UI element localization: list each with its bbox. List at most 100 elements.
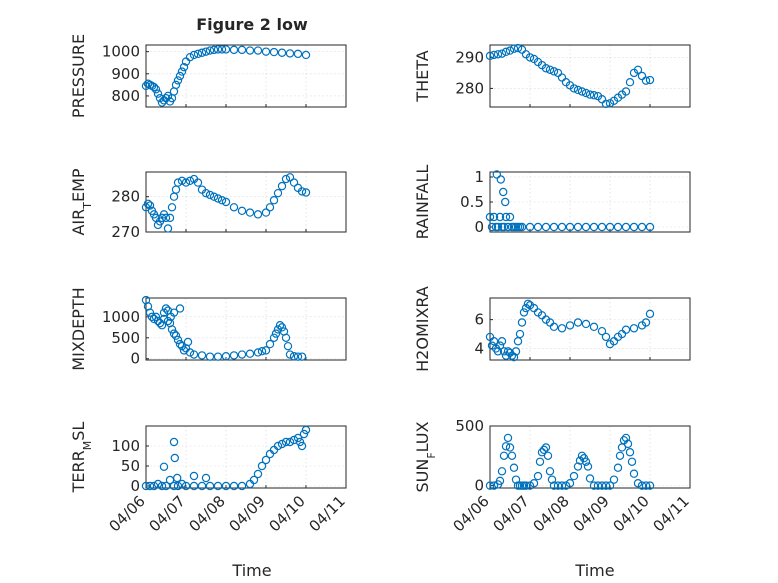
data-point [557, 324, 567, 333]
data-point [485, 51, 495, 61]
data-point [577, 87, 587, 96]
data-point [269, 196, 279, 205]
data-point [237, 350, 247, 359]
data-point [273, 188, 283, 198]
data-point [271, 329, 281, 338]
data-point [289, 352, 299, 361]
subplot-h2omixra: 4 6 H2OMIXRA [413, 286, 691, 372]
data-point [179, 62, 189, 72]
data-point [169, 308, 179, 317]
data-point [605, 481, 615, 490]
data-point [269, 445, 279, 455]
figure-title: Figure 2 low [196, 15, 308, 34]
data-point [581, 457, 591, 466]
data-point [509, 352, 519, 362]
data-point [569, 471, 579, 481]
data-point [149, 481, 159, 491]
axes-box [145, 425, 347, 489]
data-point [629, 222, 639, 232]
data-point [165, 213, 175, 223]
data-point [297, 187, 307, 196]
data-point [245, 349, 255, 358]
data-point [569, 84, 579, 93]
data-point [613, 463, 623, 472]
data-point [295, 437, 305, 447]
data-point [492, 170, 501, 179]
data-point [181, 178, 191, 187]
data-point [237, 481, 247, 491]
data-point [153, 89, 163, 98]
data-point [585, 90, 595, 99]
data-point [525, 53, 535, 62]
data-point [169, 329, 179, 338]
subplot-theta: 280 290 THETA [413, 43, 691, 109]
y-tick-label: 0 [474, 218, 484, 236]
y-axis-label: TERRMSL [69, 422, 94, 494]
data-point [627, 457, 637, 466]
data-point [229, 351, 239, 360]
data-point [589, 322, 599, 332]
data-point [173, 481, 183, 491]
data-point [172, 473, 182, 483]
data-point [549, 67, 559, 76]
y-tick-label: 800 [111, 87, 140, 105]
axes-box [489, 44, 691, 108]
subplot-mixdepth: 0 500 1000 MIXDEPTH [69, 287, 347, 371]
data-point [597, 326, 607, 336]
data-point [177, 341, 187, 351]
data-point [163, 316, 173, 326]
data-point [541, 443, 551, 452]
data-point [499, 222, 509, 232]
data-point [197, 481, 207, 491]
data-point [565, 479, 575, 488]
y-tick-label: 50 [121, 457, 140, 475]
data-point [193, 49, 203, 59]
data-point [499, 451, 509, 461]
data-point [265, 449, 275, 459]
data-point [277, 48, 287, 57]
subplot-sun: 0 500 SUNFLUX 04/0604/0704/0804/0904/1004/1… [413, 417, 693, 535]
data-point [149, 314, 159, 324]
x-tick-label: 04/09 [570, 492, 613, 535]
data-point [547, 475, 557, 484]
data-point [533, 471, 543, 481]
data-point [589, 481, 599, 490]
data-point [253, 46, 263, 55]
data-point [493, 222, 503, 232]
subplot-rainfall: 0 0.5 1 RAINFALL [413, 165, 691, 240]
data-point [299, 429, 309, 439]
data-point [521, 481, 531, 490]
data-point [277, 181, 287, 191]
data-point [505, 212, 515, 222]
data-point [557, 222, 567, 232]
data-point [621, 222, 631, 232]
y-tick-label: 280 [455, 79, 484, 97]
data-point [621, 87, 631, 96]
data-point [489, 481, 499, 490]
y-axis-label: RAINFALL [413, 165, 432, 240]
data-point [513, 337, 523, 346]
data-point [581, 222, 591, 232]
data-point [209, 45, 219, 55]
subplot-terr: 0 50 100 TERRMSL 04/0604/0704/0804/0904/1004… [69, 422, 349, 536]
data-point [503, 433, 513, 443]
data-point [501, 212, 511, 222]
data-point [201, 188, 211, 198]
left-xlabel: Time [231, 561, 271, 580]
data-point [577, 451, 587, 461]
data-point [301, 50, 311, 60]
data-point [277, 439, 287, 449]
data-point [505, 443, 515, 452]
y-tick-label: 100 [111, 437, 140, 455]
data-point [221, 481, 231, 491]
y-axis-label: THETA [413, 50, 432, 102]
data-point [601, 481, 611, 490]
axes-box [145, 297, 347, 361]
data-point [281, 437, 291, 447]
axes-box [145, 171, 347, 233]
data-point [499, 187, 508, 197]
data-point [633, 65, 643, 75]
y-tick-label: 0 [130, 350, 140, 368]
